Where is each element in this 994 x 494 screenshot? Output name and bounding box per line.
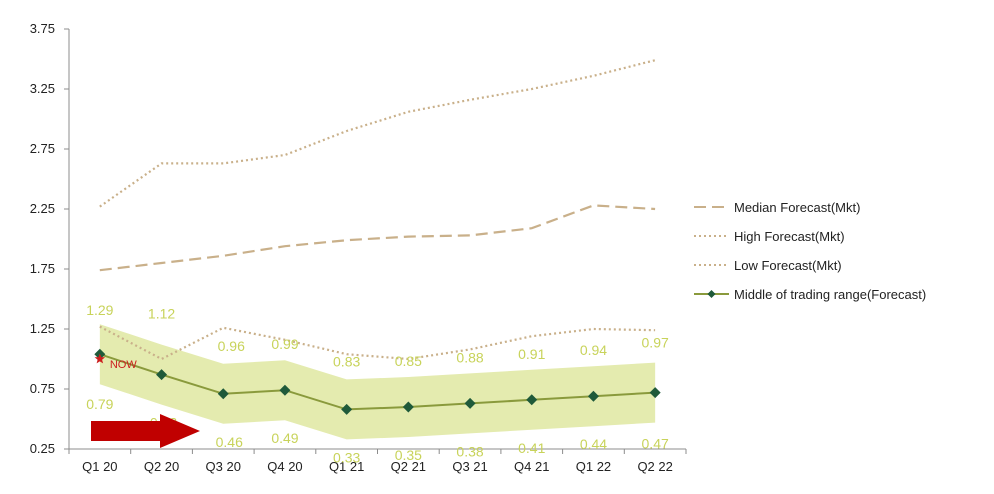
series-layer	[94, 59, 661, 415]
series-point-marker	[279, 384, 291, 396]
y-tick-label: 3.75	[30, 21, 55, 36]
series-point-marker	[587, 390, 599, 402]
band-lower-label: 0.79	[86, 396, 113, 412]
series-point-marker	[217, 388, 229, 400]
legend-label-3: Middle of trading range(Forecast)	[734, 287, 926, 302]
y-tick-label: 3.25	[30, 81, 55, 96]
x-tick-label: Q1 21	[329, 459, 364, 474]
band-upper-label: 0.94	[580, 342, 607, 358]
band-lower-label: 0.49	[271, 430, 298, 446]
legend-label-1: High Forecast(Mkt)	[734, 229, 845, 244]
y-tick-label: 1.75	[30, 261, 55, 276]
series-line-2	[99, 325, 656, 361]
band-lower-label: 0.33	[333, 449, 360, 465]
y-tick-label: 1.25	[30, 321, 55, 336]
series-point-marker	[156, 369, 168, 381]
series-point-marker	[341, 403, 353, 415]
band-upper-label: 0.88	[456, 349, 483, 365]
annotations: NOW	[91, 353, 200, 448]
band-upper-label: 0.99	[271, 336, 298, 352]
arrow-right-icon	[91, 414, 200, 448]
trading-range-band-layer	[99, 324, 656, 440]
data-labels-layer: 1.29 1.12 0.96 0.99 0.83 0.85 0.88 0.91 0.94 0.97…	[86, 302, 669, 465]
series-point-marker	[402, 401, 414, 413]
legend-label-0: Median Forecast(Mkt)	[734, 200, 860, 215]
band-upper-label: 0.83	[333, 353, 360, 369]
y-tick-label: 0.25	[30, 441, 55, 456]
x-tick-label: Q4 20	[267, 459, 302, 474]
series-line-0	[99, 204, 656, 272]
series-point-marker	[649, 387, 661, 399]
band-lower-label: 0.44	[580, 436, 607, 452]
band-upper-label: 0.96	[218, 338, 245, 354]
x-tick-label: Q2 20	[144, 459, 179, 474]
band-upper-label: 0.85	[395, 353, 422, 369]
band-upper-label: 1.29	[86, 302, 113, 318]
trading-range-band	[99, 324, 656, 440]
x-tick-label: Q4 21	[514, 459, 549, 474]
band-upper-label: 0.97	[642, 335, 669, 351]
series-point-marker	[526, 394, 538, 406]
now-label: NOW	[110, 359, 138, 371]
band-lower-label: 0.47	[642, 436, 669, 452]
axes: 0.25 0.75 1.25 1.75 2.25 2.75 3.25 3.75 Q1 20 Q2 …	[30, 21, 687, 474]
y-tick-label: 2.75	[30, 141, 55, 156]
legend-marker	[707, 290, 716, 298]
band-lower-label: 0.46	[216, 434, 243, 450]
x-tick-label: Q3 21	[452, 459, 487, 474]
band-lower-label: 0.38	[456, 443, 483, 459]
y-tick-label: 0.75	[30, 381, 55, 396]
band-upper-label: 1.12	[148, 306, 175, 322]
band-lower-label: 0.35	[395, 447, 422, 463]
x-tick-label: Q2 21	[391, 459, 426, 474]
x-tick-label: Q3 20	[206, 459, 241, 474]
band-lower-label: 0.41	[518, 440, 545, 456]
x-tick-label: Q2 22	[637, 459, 672, 474]
y-tick-label: 2.25	[30, 201, 55, 216]
now-star-icon	[94, 353, 106, 364]
x-tick-label: Q1 22	[576, 459, 611, 474]
band-upper-label: 0.91	[518, 346, 545, 362]
legend: Median Forecast(Mkt) High Forecast(Mkt) Lo…	[694, 200, 926, 302]
series-line-1	[99, 59, 656, 208]
series-point-marker	[464, 397, 476, 409]
legend-label-2: Low Forecast(Mkt)	[734, 258, 842, 273]
x-tick-label: Q1 20	[82, 459, 117, 474]
series-line-3	[99, 353, 656, 411]
